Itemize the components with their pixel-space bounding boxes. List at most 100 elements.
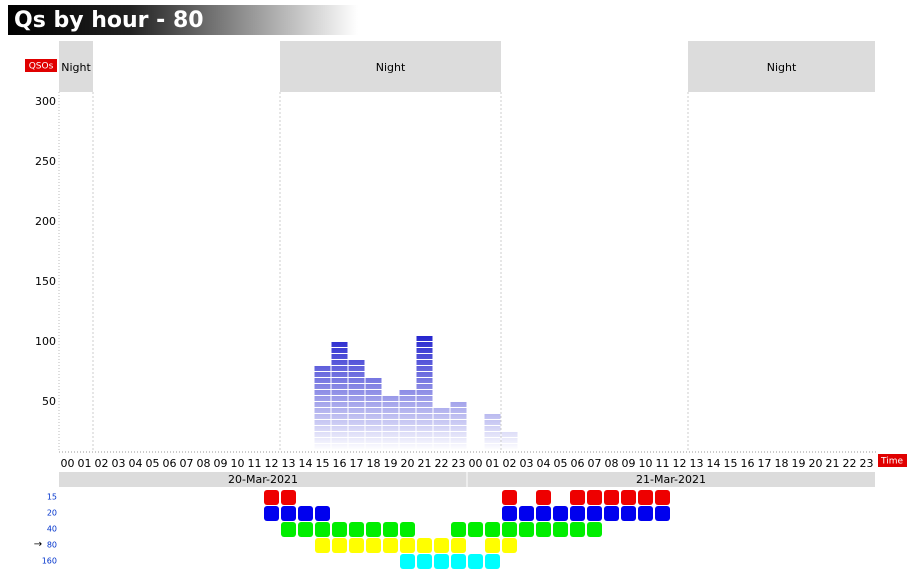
x-tick-label: 00 <box>61 457 75 470</box>
y-tick-label: 100 <box>35 335 56 348</box>
x-tick-label: 14 <box>707 457 721 470</box>
band-activity <box>655 506 670 521</box>
band-activity <box>604 506 619 521</box>
x-tick-label: 14 <box>299 457 313 470</box>
band-activity <box>383 522 398 537</box>
x-tick-label: 23 <box>860 457 874 470</box>
band-activity <box>638 490 653 505</box>
x-tick-label: 20 <box>401 457 415 470</box>
band-activity <box>451 554 466 569</box>
x-tick-label: 13 <box>282 457 296 470</box>
band-activity <box>587 506 602 521</box>
bar-stripes <box>382 396 399 450</box>
x-tick-label: 03 <box>520 457 534 470</box>
night-label: Night <box>376 61 406 74</box>
band-activity <box>485 522 500 537</box>
x-tick-label: 10 <box>639 457 653 470</box>
band-activity <box>451 538 466 553</box>
x-tick-label: 16 <box>741 457 755 470</box>
band-activity <box>434 554 449 569</box>
y-tick-label: 150 <box>35 275 56 288</box>
x-tick-label: 02 <box>95 457 109 470</box>
band-activity <box>536 490 551 505</box>
band-activity <box>655 490 670 505</box>
day-label: 21-Mar-2021 <box>636 473 706 486</box>
band-activity <box>570 490 585 505</box>
band-activity <box>298 522 313 537</box>
band-activity <box>349 522 364 537</box>
x-tick-label: 17 <box>350 457 364 470</box>
band-activity <box>485 554 500 569</box>
x-tick-label: 18 <box>367 457 381 470</box>
band-activity <box>553 506 568 521</box>
x-tick-label: 06 <box>163 457 177 470</box>
x-tick-label: 11 <box>248 457 262 470</box>
band-activity <box>264 490 279 505</box>
band-activity <box>349 538 364 553</box>
x-tick-label: 13 <box>690 457 704 470</box>
band-activity <box>502 538 517 553</box>
bar-stripes <box>433 408 450 450</box>
x-tick-label: 06 <box>571 457 585 470</box>
day-band <box>59 472 467 487</box>
band-activity <box>264 506 279 521</box>
band-label: 15 <box>47 493 57 502</box>
band-label: 20 <box>47 509 57 518</box>
band-activity <box>281 490 296 505</box>
y-label-bg <box>25 59 57 72</box>
band-activity <box>400 538 415 553</box>
x-tick-label: 08 <box>605 457 619 470</box>
x-tick-label: 05 <box>146 457 160 470</box>
bar-stripes <box>501 432 518 450</box>
day-label: 20-Mar-2021 <box>228 473 298 486</box>
x-tick-label: 09 <box>214 457 228 470</box>
x-tick-label: 19 <box>792 457 806 470</box>
band-activity <box>570 522 585 537</box>
x-tick-label: 04 <box>129 457 143 470</box>
band-activity <box>468 554 483 569</box>
x-tick-label: 11 <box>656 457 670 470</box>
band-activity <box>366 522 381 537</box>
x-tick-label: 21 <box>826 457 840 470</box>
night-band <box>280 41 501 92</box>
x-tick-label: 21 <box>418 457 432 470</box>
band-activity <box>536 506 551 521</box>
band-activity <box>519 522 534 537</box>
x-tick-label: 15 <box>316 457 330 470</box>
band-activity <box>315 522 330 537</box>
band-label: 40 <box>47 525 57 534</box>
band-activity <box>502 522 517 537</box>
band-activity <box>536 522 551 537</box>
x-tick-label: 15 <box>724 457 738 470</box>
day-band <box>467 472 875 487</box>
x-tick-label: 22 <box>435 457 449 470</box>
y-tick-label: 300 <box>35 95 56 108</box>
x-label: Time <box>880 457 903 467</box>
band-activity <box>468 522 483 537</box>
band-activity <box>621 490 636 505</box>
y-label: QSOs <box>29 62 54 72</box>
band-activity <box>332 522 347 537</box>
band-activity <box>383 538 398 553</box>
bar-stripes <box>484 414 501 450</box>
band-activity <box>502 506 517 521</box>
band-activity <box>434 538 449 553</box>
x-tick-label: 23 <box>452 457 466 470</box>
band-activity <box>281 522 296 537</box>
bar-stripes <box>365 378 382 450</box>
band-activity <box>400 554 415 569</box>
band-activity <box>332 538 347 553</box>
band-label: 160 <box>42 557 57 566</box>
band-activity <box>570 506 585 521</box>
x-tick-label: 20 <box>809 457 823 470</box>
band-activity <box>553 522 568 537</box>
band-activity <box>281 506 296 521</box>
y-tick-label: 200 <box>35 215 56 228</box>
x-tick-label: 12 <box>265 457 279 470</box>
x-label-bg <box>878 454 907 467</box>
bar-stripes <box>314 366 331 450</box>
y-tick-label: 250 <box>35 155 56 168</box>
band-activity <box>621 506 636 521</box>
x-tick-label: 00 <box>469 457 483 470</box>
band-marker: → <box>34 539 42 550</box>
